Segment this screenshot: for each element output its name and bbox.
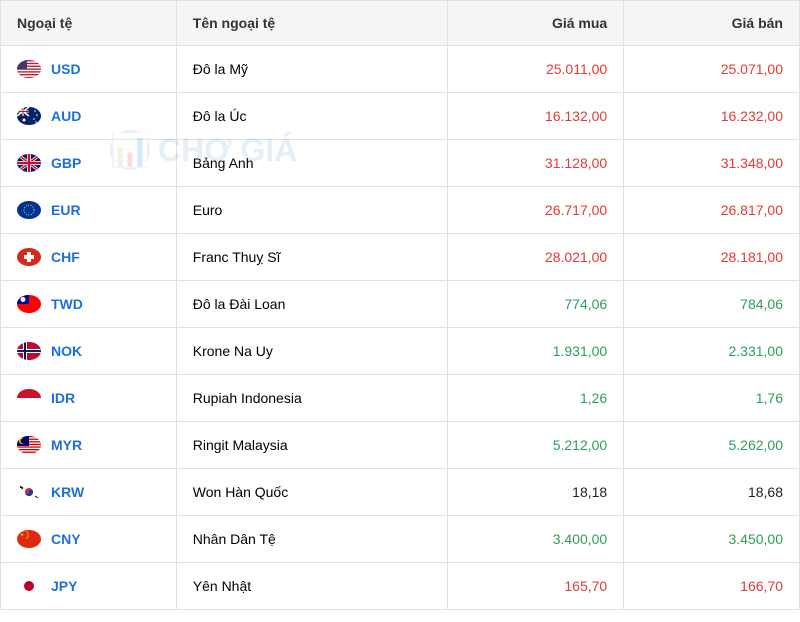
buy-value: 165,70 [448, 563, 624, 610]
currency-cell: AUD [17, 107, 160, 125]
flag-icon [17, 60, 41, 78]
currency-cell: IDR [17, 389, 160, 407]
table-row: JPY Yên Nhật165,70166,70 [1, 563, 800, 610]
currency-name: Đô la Úc [176, 93, 448, 140]
currency-name: Nhân Dân Tệ [176, 516, 448, 563]
buy-value: 28.021,00 [448, 234, 624, 281]
sell-value: 1,76 [624, 375, 800, 422]
currency-name: Đô la Đài Loan [176, 281, 448, 328]
currency-cell: KRW [17, 483, 160, 501]
currency-cell: CHF [17, 248, 160, 266]
buy-value: 18,18 [448, 469, 624, 516]
buy-value: 5.212,00 [448, 422, 624, 469]
currency-table: Ngoại tệ Tên ngoại tệ Giá mua Giá bán US… [0, 0, 800, 610]
currency-name: Franc Thuỵ Sĩ [176, 234, 448, 281]
sell-value: 2.331,00 [624, 328, 800, 375]
currency-name: Bảng Anh [176, 140, 448, 187]
currency-code[interactable]: NOK [51, 343, 82, 359]
currency-cell: NOK [17, 342, 160, 360]
table-row: KRW Won Hàn Quốc18,1818,68 [1, 469, 800, 516]
buy-value: 26.717,00 [448, 187, 624, 234]
flag-icon [17, 577, 41, 595]
currency-cell: MYR [17, 436, 160, 454]
buy-value: 3.400,00 [448, 516, 624, 563]
currency-cell: JPY [17, 577, 160, 595]
header-currency: Ngoại tệ [1, 1, 177, 46]
sell-value: 5.262,00 [624, 422, 800, 469]
table-row: IDR Rupiah Indonesia1,261,76 [1, 375, 800, 422]
currency-name: Krone Na Uy [176, 328, 448, 375]
currency-cell: TWD [17, 295, 160, 313]
flag-icon [17, 107, 41, 125]
currency-name: Euro [176, 187, 448, 234]
currency-cell: CNY [17, 530, 160, 548]
table-row: AUD Đô la Úc16.132,0016.232,00 [1, 93, 800, 140]
currency-name: Yên Nhật [176, 563, 448, 610]
table-row: GBP Bảng Anh31.128,0031.348,00 [1, 140, 800, 187]
header-name: Tên ngoại tệ [176, 1, 448, 46]
buy-value: 774,06 [448, 281, 624, 328]
sell-value: 16.232,00 [624, 93, 800, 140]
currency-name: Ringit Malaysia [176, 422, 448, 469]
currency-code[interactable]: MYR [51, 437, 82, 453]
currency-code[interactable]: AUD [51, 108, 81, 124]
sell-value: 26.817,00 [624, 187, 800, 234]
table-row: CHF Franc Thuỵ Sĩ28.021,0028.181,00 [1, 234, 800, 281]
sell-value: 166,70 [624, 563, 800, 610]
currency-cell: GBP [17, 154, 160, 172]
flag-icon [17, 530, 41, 548]
flag-icon [17, 342, 41, 360]
flag-icon [17, 248, 41, 266]
sell-value: 784,06 [624, 281, 800, 328]
flag-icon [17, 389, 41, 407]
currency-code[interactable]: CNY [51, 531, 81, 547]
buy-value: 31.128,00 [448, 140, 624, 187]
header-sell: Giá bán [624, 1, 800, 46]
table-row: CNY Nhân Dân Tệ3.400,003.450,00 [1, 516, 800, 563]
currency-name: Won Hàn Quốc [176, 469, 448, 516]
table-row: TWD Đô la Đài Loan774,06784,06 [1, 281, 800, 328]
currency-code[interactable]: CHF [51, 249, 80, 265]
currency-code[interactable]: IDR [51, 390, 75, 406]
sell-value: 31.348,00 [624, 140, 800, 187]
flag-icon [17, 436, 41, 454]
sell-value: 25.071,00 [624, 46, 800, 93]
buy-value: 1,26 [448, 375, 624, 422]
sell-value: 28.181,00 [624, 234, 800, 281]
buy-value: 16.132,00 [448, 93, 624, 140]
currency-code[interactable]: KRW [51, 484, 84, 500]
flag-icon [17, 295, 41, 313]
table-row: NOK Krone Na Uy1.931,002.331,00 [1, 328, 800, 375]
table-row: EUR Euro26.717,0026.817,00 [1, 187, 800, 234]
currency-code[interactable]: EUR [51, 202, 81, 218]
currency-code[interactable]: TWD [51, 296, 83, 312]
currency-code[interactable]: GBP [51, 155, 81, 171]
sell-value: 3.450,00 [624, 516, 800, 563]
header-row: Ngoại tệ Tên ngoại tệ Giá mua Giá bán [1, 1, 800, 46]
buy-value: 1.931,00 [448, 328, 624, 375]
currency-cell: USD [17, 60, 160, 78]
currency-name: Rupiah Indonesia [176, 375, 448, 422]
flag-icon [17, 154, 41, 172]
table-row: MYR Ringit Malaysia5.212,005.262,00 [1, 422, 800, 469]
currency-code[interactable]: USD [51, 61, 81, 77]
buy-value: 25.011,00 [448, 46, 624, 93]
flag-icon [17, 483, 41, 501]
flag-icon [17, 201, 41, 219]
table-row: USD Đô la Mỹ25.011,0025.071,00 [1, 46, 800, 93]
sell-value: 18,68 [624, 469, 800, 516]
currency-cell: EUR [17, 201, 160, 219]
currency-name: Đô la Mỹ [176, 46, 448, 93]
currency-code[interactable]: JPY [51, 578, 77, 594]
header-buy: Giá mua [448, 1, 624, 46]
